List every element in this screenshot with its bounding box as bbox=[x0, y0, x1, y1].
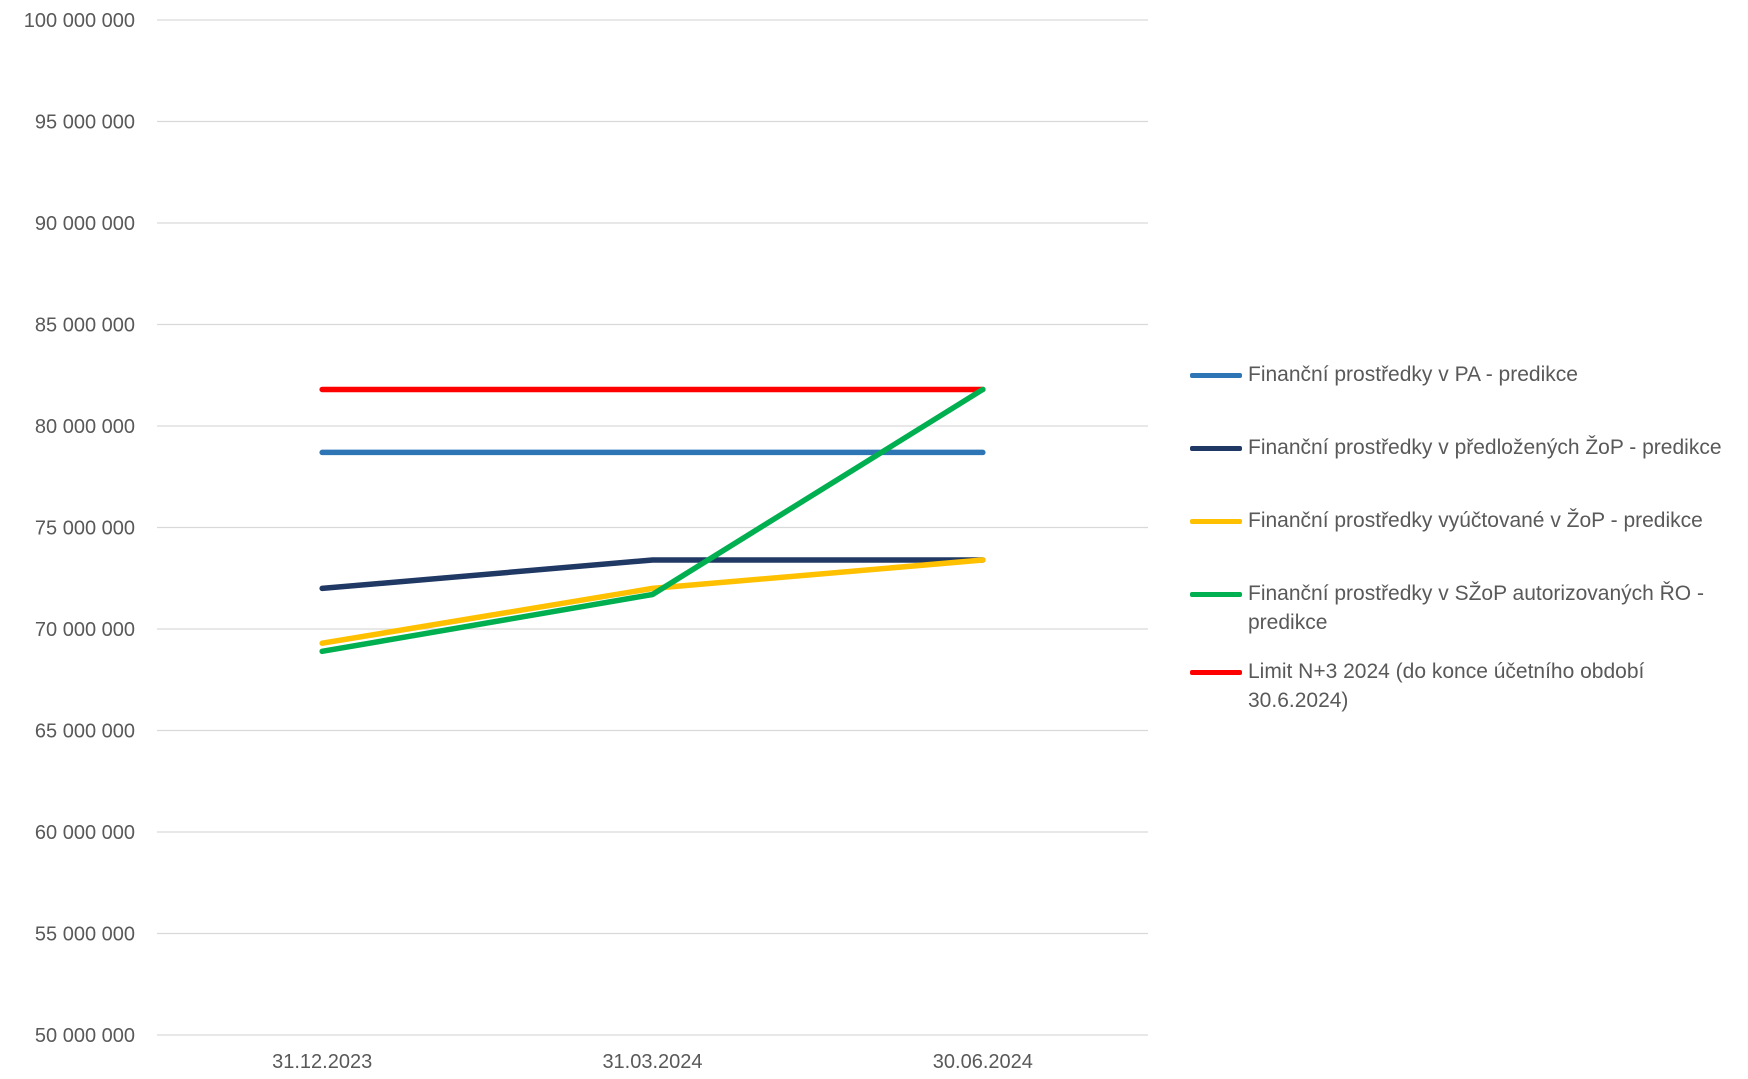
x-tick-label: 30.06.2024 bbox=[933, 1051, 1033, 1073]
legend: Finanční prostředky v PA - predikce Fina… bbox=[1190, 360, 1745, 735]
y-axis-ticks: 50 000 000 55 000 000 60 000 000 65 000 000… bbox=[24, 10, 135, 1047]
legend-item-vyuctovane-zop: Finanční prostředky vyúčtované v ŽoP - p… bbox=[1190, 506, 1745, 535]
y-tick-label: 90 000 000 bbox=[35, 213, 135, 235]
legend-item-szop-ro: Finanční prostředky v SŽoP autorizovanýc… bbox=[1190, 579, 1745, 637]
x-tick-label: 31.03.2024 bbox=[602, 1051, 702, 1073]
legend-swatch-szop-ro bbox=[1190, 592, 1242, 597]
y-tick-label: 50 000 000 bbox=[35, 1025, 135, 1047]
y-tick-label: 70 000 000 bbox=[35, 619, 135, 641]
legend-label-limit: Limit N+3 2024 (do konce účetního období… bbox=[1248, 660, 1645, 712]
legend-swatch-pa bbox=[1190, 373, 1242, 378]
x-tick-label: 31.12.2023 bbox=[272, 1051, 372, 1073]
y-tick-label: 75 000 000 bbox=[35, 518, 135, 540]
series-line-2 bbox=[319, 557, 986, 646]
y-tick-label: 95 000 000 bbox=[35, 112, 135, 134]
legend-label-predlozene-zop: Finanční prostředky v předložených ŽoP -… bbox=[1248, 436, 1722, 459]
series-lines bbox=[319, 386, 986, 655]
legend-label-pa: Finanční prostředky v PA - predikce bbox=[1248, 363, 1578, 386]
x-axis-ticks: 31.12.2023 31.03.2024 30.06.2024 bbox=[272, 1051, 1033, 1073]
legend-swatch-predlozene-zop bbox=[1190, 446, 1242, 451]
y-tick-label: 100 000 000 bbox=[24, 10, 135, 32]
gridlines bbox=[157, 19, 1148, 1036]
legend-item-predlozene-zop: Finanční prostředky v předložených ŽoP -… bbox=[1190, 433, 1745, 462]
y-tick-label: 55 000 000 bbox=[35, 924, 135, 946]
y-tick-label: 80 000 000 bbox=[35, 416, 135, 438]
legend-label-vyuctovane-zop: Finanční prostředky vyúčtované v ŽoP - p… bbox=[1248, 509, 1703, 532]
legend-swatch-limit bbox=[1190, 670, 1242, 675]
legend-swatch-vyuctovane-zop bbox=[1190, 519, 1242, 524]
legend-item-pa: Finanční prostředky v PA - predikce bbox=[1190, 360, 1745, 389]
y-tick-label: 60 000 000 bbox=[35, 822, 135, 844]
legend-item-limit: Limit N+3 2024 (do konce účetního období… bbox=[1190, 657, 1745, 715]
series-line-1 bbox=[319, 557, 986, 592]
y-tick-label: 85 000 000 bbox=[35, 315, 135, 337]
legend-label-szop-ro: Finanční prostředky v SŽoP autorizovanýc… bbox=[1248, 582, 1704, 634]
series-line-3 bbox=[319, 386, 986, 655]
y-tick-label: 65 000 000 bbox=[35, 721, 135, 743]
